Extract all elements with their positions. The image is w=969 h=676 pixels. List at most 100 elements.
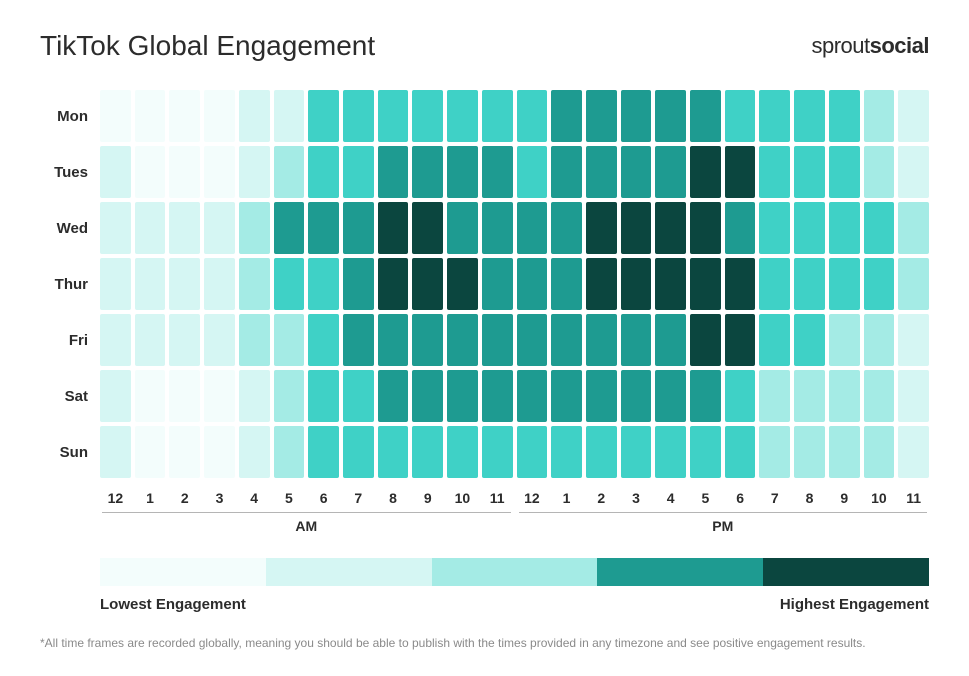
heatmap-cell — [308, 370, 339, 422]
day-label: Thur — [40, 258, 96, 310]
heatmap-cell — [829, 258, 860, 310]
heatmap-cell — [517, 314, 548, 366]
hour-label: 1 — [135, 490, 166, 506]
heatmap-cell — [517, 370, 548, 422]
heatmap-cell — [308, 258, 339, 310]
legend: Lowest Engagement Highest Engagement — [100, 558, 929, 613]
heatmap-cell — [586, 90, 617, 142]
heatmap-cell — [794, 314, 825, 366]
hour-label: 6 — [308, 490, 339, 506]
heatmap-cell — [621, 314, 652, 366]
day-label: Mon — [40, 90, 96, 142]
heatmap-cell — [169, 146, 200, 198]
day-label: Tues — [40, 146, 96, 198]
day-label: Sat — [40, 370, 96, 422]
heatmap-cell — [551, 314, 582, 366]
heatmap-cell — [482, 370, 513, 422]
hour-label: 11 — [898, 490, 929, 506]
heatmap-cell — [274, 202, 305, 254]
heatmap-cell — [378, 258, 409, 310]
heatmap-cell — [517, 146, 548, 198]
heatmap-cell — [308, 426, 339, 478]
heatmap-cell — [482, 202, 513, 254]
heatmap-cell — [135, 90, 166, 142]
heatmap-cell — [551, 90, 582, 142]
heatmap-cell — [655, 90, 686, 142]
heatmap-cell — [308, 202, 339, 254]
heatmap-cell — [378, 90, 409, 142]
heatmap-cell — [447, 258, 478, 310]
legend-high: Highest Engagement — [780, 596, 929, 613]
heatmap-cell — [655, 202, 686, 254]
heatmap-cell — [204, 314, 235, 366]
heatmap-cell — [447, 426, 478, 478]
heatmap-cell — [621, 90, 652, 142]
heatmap-cell — [655, 314, 686, 366]
heatmap-grid — [100, 90, 929, 482]
chart-title: TikTok Global Engagement — [40, 30, 375, 62]
heatmap-cell — [759, 426, 790, 478]
heatmap-cell — [690, 202, 721, 254]
day-labels: MonTuesWedThurFriSatSun — [40, 90, 96, 482]
heatmap-cell — [864, 90, 895, 142]
heatmap-cell — [135, 146, 166, 198]
heatmap-cell — [794, 426, 825, 478]
heatmap-cell — [586, 370, 617, 422]
heatmap-cell — [412, 370, 443, 422]
heatmap-cell — [239, 90, 270, 142]
heatmap-cell — [586, 314, 617, 366]
heatmap-cell — [759, 370, 790, 422]
heatmap-cell — [169, 314, 200, 366]
heatmap-cell — [690, 370, 721, 422]
hour-label: 8 — [378, 490, 409, 506]
brand-light: sprout — [811, 33, 869, 58]
brand-logo: sproutsocial — [811, 33, 929, 59]
heatmap-cell — [412, 202, 443, 254]
heatmap-cell — [274, 258, 305, 310]
heatmap-cell — [482, 146, 513, 198]
heatmap-cell — [829, 202, 860, 254]
heatmap-cell — [586, 258, 617, 310]
heatmap-cell — [621, 370, 652, 422]
heatmap: MonTuesWedThurFriSatSun — [40, 90, 929, 482]
heatmap-cell — [898, 90, 929, 142]
heatmap-cell — [898, 426, 929, 478]
heatmap-cell — [517, 202, 548, 254]
heatmap-cell — [378, 146, 409, 198]
hour-label: 10 — [864, 490, 895, 506]
heatmap-cell — [274, 314, 305, 366]
heatmap-cell — [378, 314, 409, 366]
heatmap-cell — [100, 426, 131, 478]
legend-labels: Lowest Engagement Highest Engagement — [100, 596, 929, 613]
heatmap-cell — [308, 90, 339, 142]
heatmap-cell — [169, 258, 200, 310]
heatmap-cell — [898, 314, 929, 366]
heatmap-cell — [829, 314, 860, 366]
heatmap-cell — [343, 258, 374, 310]
heatmap-cell — [864, 258, 895, 310]
heatmap-cell — [343, 426, 374, 478]
heatmap-cell — [343, 370, 374, 422]
heatmap-cell — [308, 146, 339, 198]
heatmap-cell — [343, 202, 374, 254]
hour-label: 12 — [517, 490, 548, 506]
hour-label: 6 — [725, 490, 756, 506]
heatmap-cell — [274, 146, 305, 198]
heatmap-cell — [621, 202, 652, 254]
heatmap-cell — [898, 370, 929, 422]
heatmap-cell — [308, 314, 339, 366]
hour-label: 12 — [100, 490, 131, 506]
heatmap-cell — [759, 146, 790, 198]
heatmap-cell — [204, 146, 235, 198]
heatmap-cell — [239, 370, 270, 422]
heatmap-cell — [204, 370, 235, 422]
legend-segment — [597, 558, 763, 586]
heatmap-cell — [794, 90, 825, 142]
heatmap-cell — [898, 258, 929, 310]
heatmap-cell — [274, 90, 305, 142]
chart-header: TikTok Global Engagement sproutsocial — [40, 30, 929, 62]
heatmap-cell — [794, 258, 825, 310]
heatmap-cell — [135, 314, 166, 366]
heatmap-cell — [204, 90, 235, 142]
heatmap-cell — [794, 202, 825, 254]
